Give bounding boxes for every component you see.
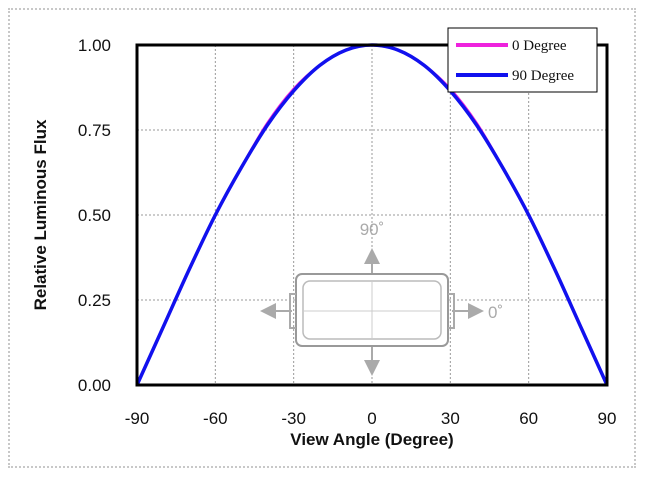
arrow-left-head <box>260 303 276 319</box>
legend: 0 Degree 90 Degree <box>447 27 598 93</box>
y-tick-label: 1.00 <box>78 36 111 55</box>
y-axis-title: Relative Luminous Flux <box>31 119 50 310</box>
diagram-label-0: 0˚ <box>488 303 503 322</box>
led-lead-right <box>448 293 455 329</box>
arrow-up-head <box>364 248 380 264</box>
legend-label: 90 Degree <box>512 68 574 84</box>
legend-box <box>447 27 598 93</box>
plot-area-border <box>135 43 609 387</box>
arrow-right-head <box>468 303 484 319</box>
arrow-down-head <box>364 360 380 376</box>
x-tick-label: 30 <box>441 409 460 428</box>
legend-label: 0 Degree <box>512 38 567 54</box>
led-lead-left <box>289 293 296 329</box>
x-tick-label: -60 <box>203 409 228 428</box>
x-tick-label: 60 <box>519 409 538 428</box>
led-package-diagram: 90˚ 0˚ <box>260 220 503 376</box>
x-tick-label: -90 <box>125 409 150 428</box>
x-axis-title: View Angle (Degree) <box>290 430 453 449</box>
y-tick-label: 0.50 <box>78 206 111 225</box>
led-center-cross <box>303 282 441 340</box>
axis-ticks: -90 -60 -30 0 30 60 90 0.00 0.25 0.50 0.75 1.00 <box>78 36 617 428</box>
x-tick-label: 90 <box>598 409 617 428</box>
y-tick-label: 0.00 <box>78 376 111 395</box>
x-tick-label: -30 <box>281 409 306 428</box>
diagram-label-90: 90˚ <box>360 220 385 239</box>
y-tick-label: 0.75 <box>78 121 111 140</box>
x-tick-label: 0 <box>367 409 376 428</box>
chart-frame <box>8 8 636 468</box>
y-tick-label: 0.25 <box>78 291 111 310</box>
